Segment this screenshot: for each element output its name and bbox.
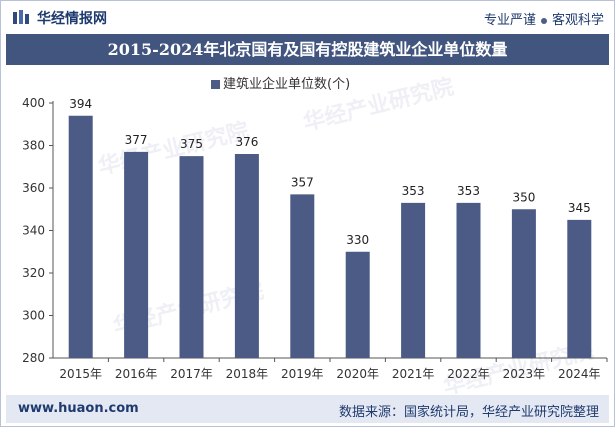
x-tick-label: 2022年 [447, 367, 490, 381]
top-bar: 华经情报网 专业严谨 客观科学 [1, 1, 614, 33]
bar [179, 156, 204, 358]
y-tick-label: 280 [22, 351, 45, 365]
x-tick-label: 2017年 [170, 367, 213, 381]
legend-label: 建筑业企业单位数(个) [223, 77, 351, 92]
bar [234, 154, 259, 358]
motto-right: 客观科学 [551, 13, 604, 28]
logo-text: 华经情报网 [37, 11, 107, 27]
legend-swatch [211, 80, 220, 89]
data-label: 345 [568, 201, 591, 215]
site-url: www.huaon.com [18, 401, 139, 416]
dot-icon [540, 17, 547, 24]
bar [290, 194, 315, 358]
y-tick-label: 380 [22, 139, 45, 153]
data-label: 330 [346, 233, 369, 247]
data-label: 353 [457, 184, 480, 198]
y-tick-label: 300 [22, 309, 45, 323]
data-label: 353 [402, 184, 425, 198]
data-label: 376 [235, 135, 258, 149]
y-tick-label: 340 [22, 224, 45, 238]
motto: 专业严谨 客观科学 [484, 9, 604, 28]
x-tick-label: 2023年 [503, 367, 546, 381]
x-tick-label: 2019年 [281, 367, 324, 381]
footer-bar: www.huaon.com 数据来源：国家统计局，华经产业研究院整理 [6, 395, 609, 423]
x-tick-label: 2020年 [336, 367, 379, 381]
data-label: 394 [69, 97, 92, 111]
y-tick-label: 360 [22, 181, 45, 195]
motto-left: 专业严谨 [483, 13, 536, 28]
data-label: 357 [291, 175, 314, 189]
bar [401, 202, 426, 358]
bar [68, 115, 93, 358]
bar [567, 219, 592, 358]
logo-icon [13, 10, 29, 24]
y-tick-label: 320 [22, 266, 45, 280]
x-tick-label: 2015年 [59, 367, 102, 381]
x-tick-label: 2024年 [558, 367, 601, 381]
data-label: 375 [180, 137, 203, 151]
bar [511, 209, 536, 358]
data-label: 350 [512, 190, 535, 204]
bar [124, 151, 149, 358]
data-source: 数据来源：国家统计局，华经产业研究院整理 [338, 405, 599, 420]
x-tick-label: 2018年 [226, 367, 269, 381]
x-tick-label: 2021年 [392, 367, 435, 381]
bar [345, 251, 370, 358]
chart-title: 2015-2024年北京国有及国有控股建筑业企业单位数量 [107, 40, 508, 59]
bar [456, 202, 481, 358]
y-tick-label: 400 [22, 96, 45, 110]
title-bar: 2015-2024年北京国有及国有控股建筑业企业单位数量 [6, 34, 609, 65]
bar-chart: 280 300 320 340 360 380 400 394 2015年 377 2016年 375… [22, 96, 608, 381]
x-tick-label: 2016年 [115, 367, 158, 381]
legend: 建筑业企业单位数(个) [211, 73, 350, 92]
data-label: 377 [125, 133, 148, 147]
